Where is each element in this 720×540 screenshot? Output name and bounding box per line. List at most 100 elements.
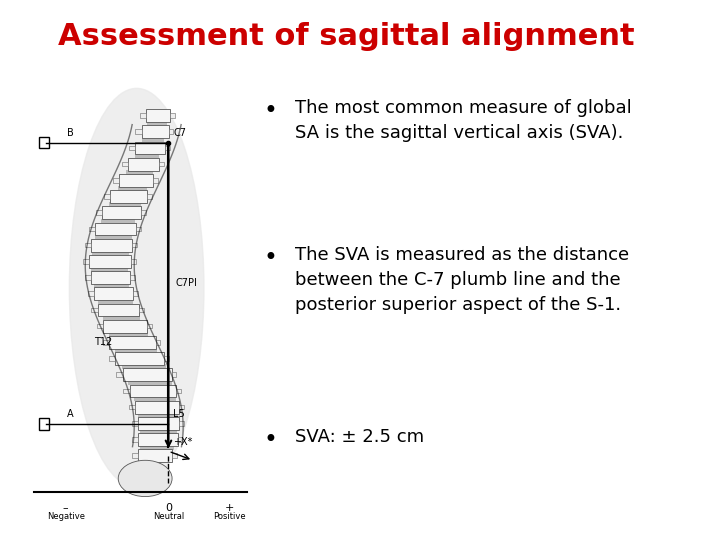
- Bar: [109, 332, 148, 336]
- Bar: [147, 324, 152, 328]
- Bar: [135, 130, 142, 134]
- Bar: [96, 211, 102, 215]
- Bar: [89, 255, 130, 268]
- Bar: [96, 324, 103, 328]
- Bar: [91, 308, 97, 312]
- Ellipse shape: [69, 89, 204, 488]
- Bar: [129, 405, 135, 409]
- Bar: [109, 336, 156, 349]
- Bar: [39, 418, 48, 430]
- Bar: [138, 413, 178, 417]
- Bar: [156, 340, 161, 345]
- Text: C7: C7: [174, 128, 186, 138]
- Bar: [85, 243, 91, 247]
- Bar: [136, 227, 141, 231]
- Text: •: •: [264, 99, 277, 123]
- Bar: [95, 235, 132, 239]
- Text: –: –: [63, 503, 68, 514]
- Bar: [109, 356, 115, 361]
- Bar: [132, 454, 138, 458]
- Text: A: A: [67, 409, 74, 420]
- Bar: [122, 368, 171, 381]
- Bar: [122, 162, 127, 166]
- Text: L5: L5: [174, 409, 185, 420]
- Bar: [138, 417, 179, 430]
- Bar: [172, 454, 177, 458]
- Bar: [153, 178, 158, 183]
- Bar: [117, 186, 147, 191]
- Bar: [145, 109, 170, 122]
- Text: 0: 0: [165, 503, 172, 514]
- Bar: [109, 202, 140, 207]
- Bar: [110, 190, 147, 203]
- Text: Negative: Negative: [47, 512, 85, 522]
- Text: The SVA is measured as the distance
between the C-7 plumb line and the
posterior: The SVA is measured as the distance betw…: [295, 246, 629, 314]
- Bar: [135, 401, 179, 414]
- Bar: [178, 437, 182, 442]
- Bar: [135, 141, 165, 154]
- Bar: [165, 146, 170, 150]
- Bar: [102, 206, 141, 219]
- Bar: [119, 174, 153, 187]
- Bar: [139, 308, 144, 312]
- Bar: [113, 178, 119, 183]
- Bar: [176, 389, 181, 393]
- Bar: [168, 130, 174, 134]
- Bar: [103, 316, 140, 320]
- Bar: [94, 284, 129, 288]
- Bar: [99, 300, 132, 304]
- Bar: [140, 446, 174, 450]
- Bar: [123, 389, 130, 393]
- Bar: [127, 170, 153, 174]
- Bar: [138, 449, 172, 462]
- Bar: [159, 162, 164, 166]
- Bar: [83, 259, 89, 264]
- Bar: [132, 437, 138, 442]
- Bar: [127, 158, 159, 171]
- Bar: [147, 194, 152, 199]
- Bar: [104, 194, 110, 199]
- Text: Assessment of sagittal alignment: Assessment of sagittal alignment: [58, 22, 634, 51]
- Bar: [85, 275, 91, 280]
- Bar: [97, 303, 139, 316]
- Text: •: •: [264, 246, 277, 270]
- Bar: [133, 292, 138, 296]
- Bar: [170, 113, 175, 118]
- Text: Positive: Positive: [213, 512, 246, 522]
- Bar: [91, 267, 128, 272]
- Bar: [103, 320, 147, 333]
- Bar: [135, 154, 159, 158]
- Bar: [141, 211, 146, 215]
- Bar: [92, 251, 129, 255]
- Bar: [130, 275, 135, 280]
- Bar: [142, 138, 164, 142]
- Text: Neutral: Neutral: [153, 512, 184, 522]
- Bar: [142, 125, 168, 138]
- Bar: [171, 373, 176, 377]
- Bar: [39, 137, 48, 148]
- Bar: [89, 227, 95, 231]
- Bar: [130, 259, 135, 264]
- Bar: [130, 384, 176, 397]
- Bar: [122, 364, 166, 369]
- Bar: [130, 146, 135, 150]
- Ellipse shape: [118, 460, 172, 497]
- Bar: [128, 381, 172, 385]
- Text: T12: T12: [94, 338, 113, 347]
- Text: B: B: [67, 128, 74, 138]
- Bar: [103, 340, 109, 345]
- Bar: [138, 433, 178, 446]
- Bar: [91, 239, 132, 252]
- Bar: [115, 352, 164, 365]
- Bar: [115, 348, 157, 353]
- Text: •: •: [264, 428, 277, 451]
- Bar: [140, 429, 177, 434]
- Text: C7PI: C7PI: [176, 279, 198, 288]
- Text: The most common measure of global
SA is the sagittal vertical axis (SVA).: The most common measure of global SA is …: [295, 99, 631, 143]
- Bar: [179, 421, 184, 426]
- Bar: [164, 356, 169, 361]
- Text: SVA: ± 2.5 cm: SVA: ± 2.5 cm: [295, 428, 424, 445]
- Bar: [132, 243, 138, 247]
- Bar: [132, 421, 138, 426]
- Bar: [140, 113, 145, 118]
